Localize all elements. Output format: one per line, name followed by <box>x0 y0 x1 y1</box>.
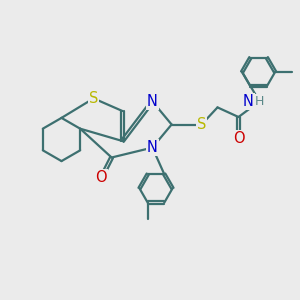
Text: N: N <box>147 94 158 109</box>
Text: S: S <box>197 117 206 132</box>
Text: S: S <box>89 91 98 106</box>
Text: N: N <box>147 140 158 155</box>
Text: O: O <box>96 170 107 185</box>
Text: O: O <box>233 131 244 146</box>
Text: N: N <box>243 94 254 109</box>
Text: H: H <box>255 95 264 108</box>
